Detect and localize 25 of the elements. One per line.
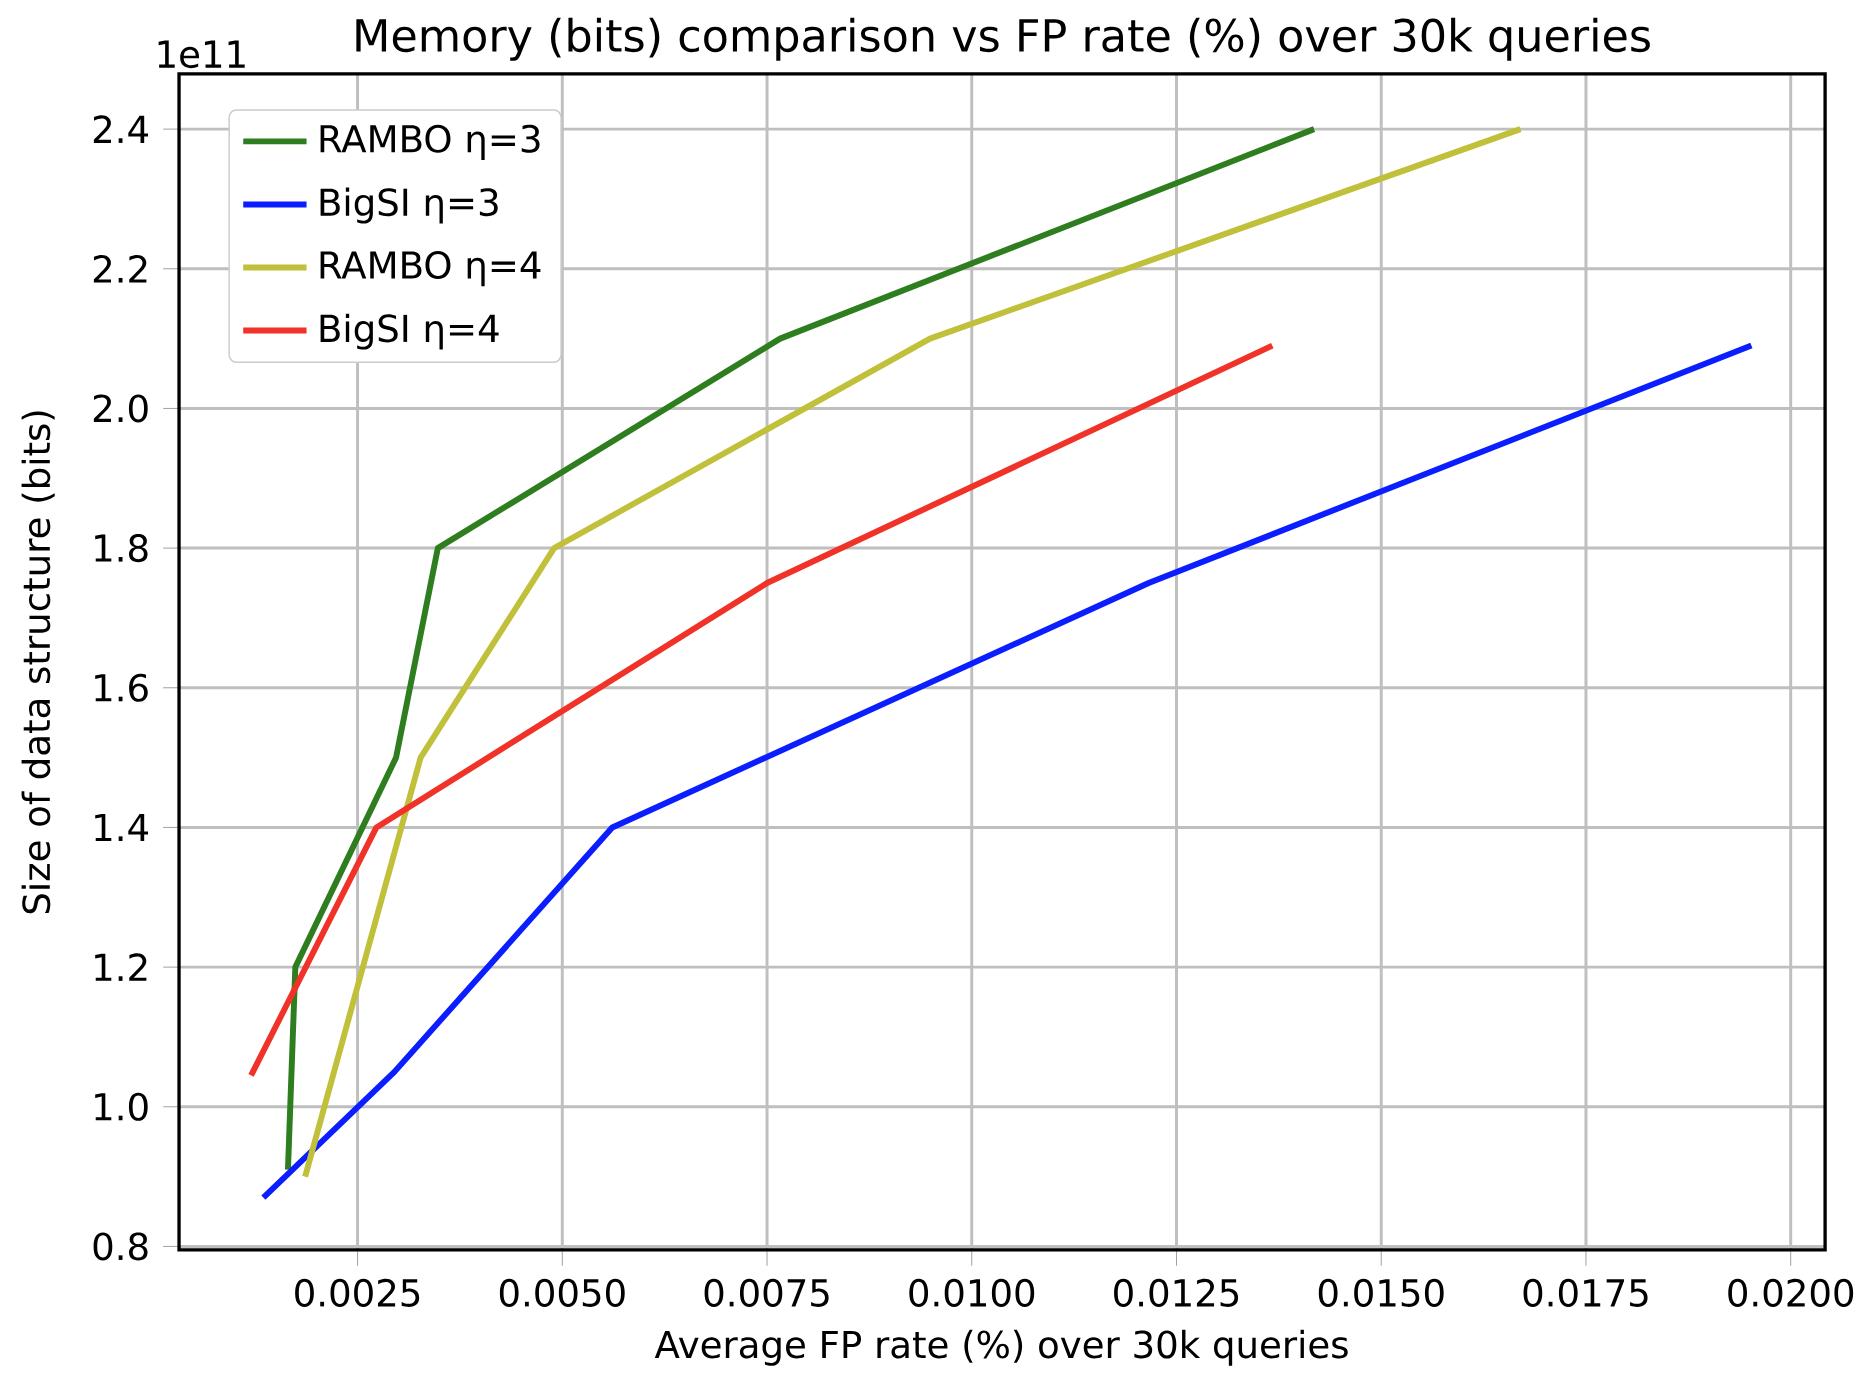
y-tick-label: 2.2 — [93, 254, 147, 283]
y-axis-title: Size of data structure (bits) — [21, 411, 55, 914]
y-tick-label: 1.8 — [95, 534, 148, 563]
x-tick-label: 0.0175 — [1523, 1278, 1648, 1307]
legend-label: RAMBO η=4 — [320, 250, 541, 287]
y-tick-label: 2.0 — [93, 394, 148, 423]
y-tick-label: 1.4 — [95, 813, 149, 841]
y-tick-label: 1.0 — [95, 1092, 148, 1121]
y-tick-label: 0.8 — [93, 1232, 148, 1261]
legend-label: BigSI η=3 — [320, 187, 498, 224]
y-tick-label: 2.4 — [93, 115, 149, 143]
x-axis-title: Average FP rate (%) over 30k queries — [654, 1329, 1348, 1366]
x-tick-label: 0.0100 — [909, 1278, 1035, 1307]
legend-label: BigSI η=4 — [320, 313, 499, 350]
x-tick-label: 0.0050 — [499, 1278, 625, 1307]
x-tick-label: 0.0150 — [1318, 1278, 1444, 1307]
y-tick-label: 1.2 — [95, 953, 147, 981]
chart-title: Memory (bits) comparison vs FP rate (%) over 30k queries — [356, 17, 1650, 61]
text: 1e11 — [158, 40, 245, 69]
x-tick-label: 0.0200 — [1728, 1278, 1854, 1307]
x-tick-label: 0.0075 — [704, 1278, 829, 1307]
x-tick-label: 0.0125 — [1114, 1278, 1239, 1307]
legend-label: RAMBO η=3 — [320, 124, 540, 161]
y-tick-label: 1.6 — [95, 673, 148, 702]
x-tick-label: 0.0025 — [295, 1278, 420, 1307]
